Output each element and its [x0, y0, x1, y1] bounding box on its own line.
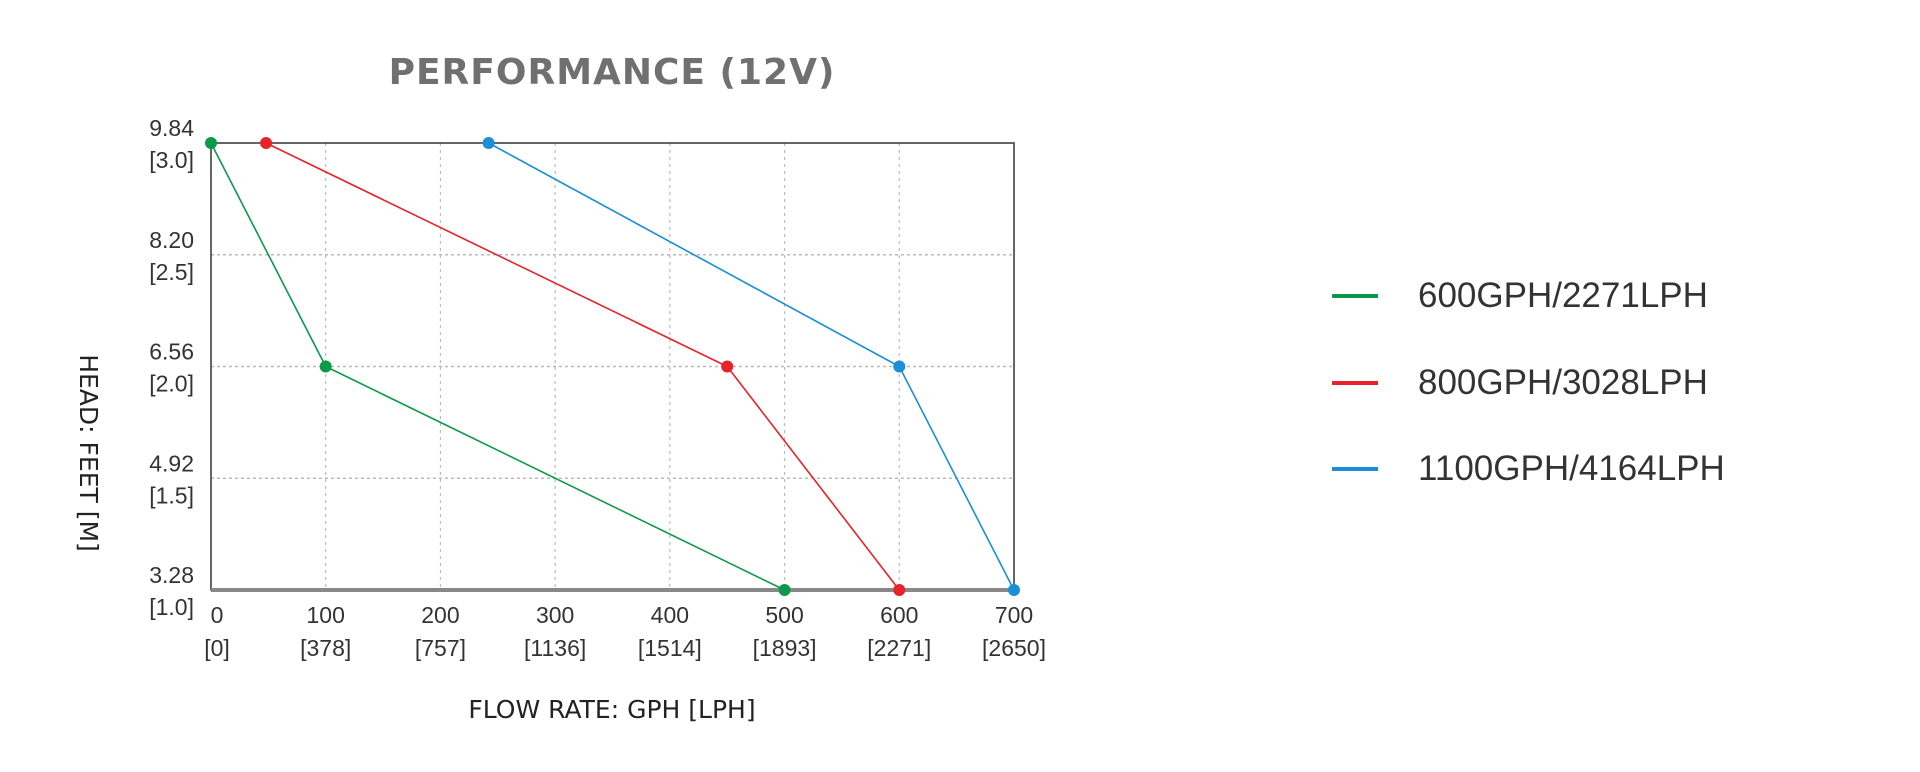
y-tick-sublabel: [3.0]	[149, 147, 194, 173]
x-tick-sublabel: [378]	[300, 635, 351, 661]
data-point-0	[205, 137, 217, 149]
data-point-0	[778, 584, 791, 596]
data-point-0	[319, 360, 332, 373]
data-point-2	[1008, 584, 1020, 596]
x-tick-sublabel: [2650]	[982, 635, 1046, 661]
x-tick-label: 700	[995, 602, 1033, 628]
x-axis-label: FLOW RATE: GPH [LPH]	[468, 695, 755, 724]
x-tick-sublabel: [2271]	[867, 635, 931, 661]
y-tick-sublabel: [2.0]	[149, 371, 194, 397]
x-tick-label: 400	[651, 602, 689, 628]
x-tick-label: 600	[880, 602, 918, 628]
data-point-2	[482, 137, 495, 149]
data-point-1	[721, 360, 734, 373]
y-tick-label: 3.28	[149, 562, 194, 588]
legend-label: 1100GPH/4164LPH	[1418, 449, 1725, 488]
y-tick-sublabel: [2.5]	[149, 259, 194, 285]
y-axis-label: HEAD: FEET [M]	[74, 354, 103, 552]
y-tick-label: 4.92	[149, 450, 194, 476]
legend-item: 800GPH/3028LPH	[1332, 363, 1832, 403]
x-tick-label: 200	[421, 602, 459, 628]
y-tick-sublabel: [1.0]	[149, 594, 194, 620]
x-tick-sublabel: [0]	[204, 635, 230, 661]
data-point-2	[893, 360, 906, 373]
legend-swatch	[1332, 381, 1378, 385]
data-point-1	[260, 137, 273, 149]
legend-item: 1100GPH/4164LPH	[1332, 449, 1832, 489]
legend-swatch	[1332, 467, 1378, 471]
x-tick-sublabel: [1136]	[524, 635, 586, 661]
y-tick-label: 9.84	[149, 115, 194, 141]
x-tick-sublabel: [757]	[415, 635, 466, 661]
legend-swatch	[1332, 294, 1378, 298]
x-tick-label: 500	[765, 602, 803, 628]
x-tick-label: 100	[307, 602, 345, 628]
y-tick-label: 6.56	[149, 339, 194, 365]
data-point-1	[893, 584, 906, 596]
legend-label: 600GPH/2271LPH	[1418, 276, 1708, 315]
x-tick-sublabel: [1514]	[638, 635, 702, 661]
x-tick-label: 300	[536, 602, 574, 628]
chart-title: PERFORMANCE (12V)	[388, 52, 836, 93]
legend-label: 800GPH/3028LPH	[1418, 363, 1708, 402]
y-tick-label: 8.20	[149, 227, 194, 253]
y-tick-sublabel: [1.5]	[149, 482, 194, 508]
x-tick-label: 0	[211, 602, 224, 628]
legend-item: 600GPH/2271LPH	[1332, 276, 1832, 316]
x-tick-sublabel: [1893]	[753, 635, 817, 661]
